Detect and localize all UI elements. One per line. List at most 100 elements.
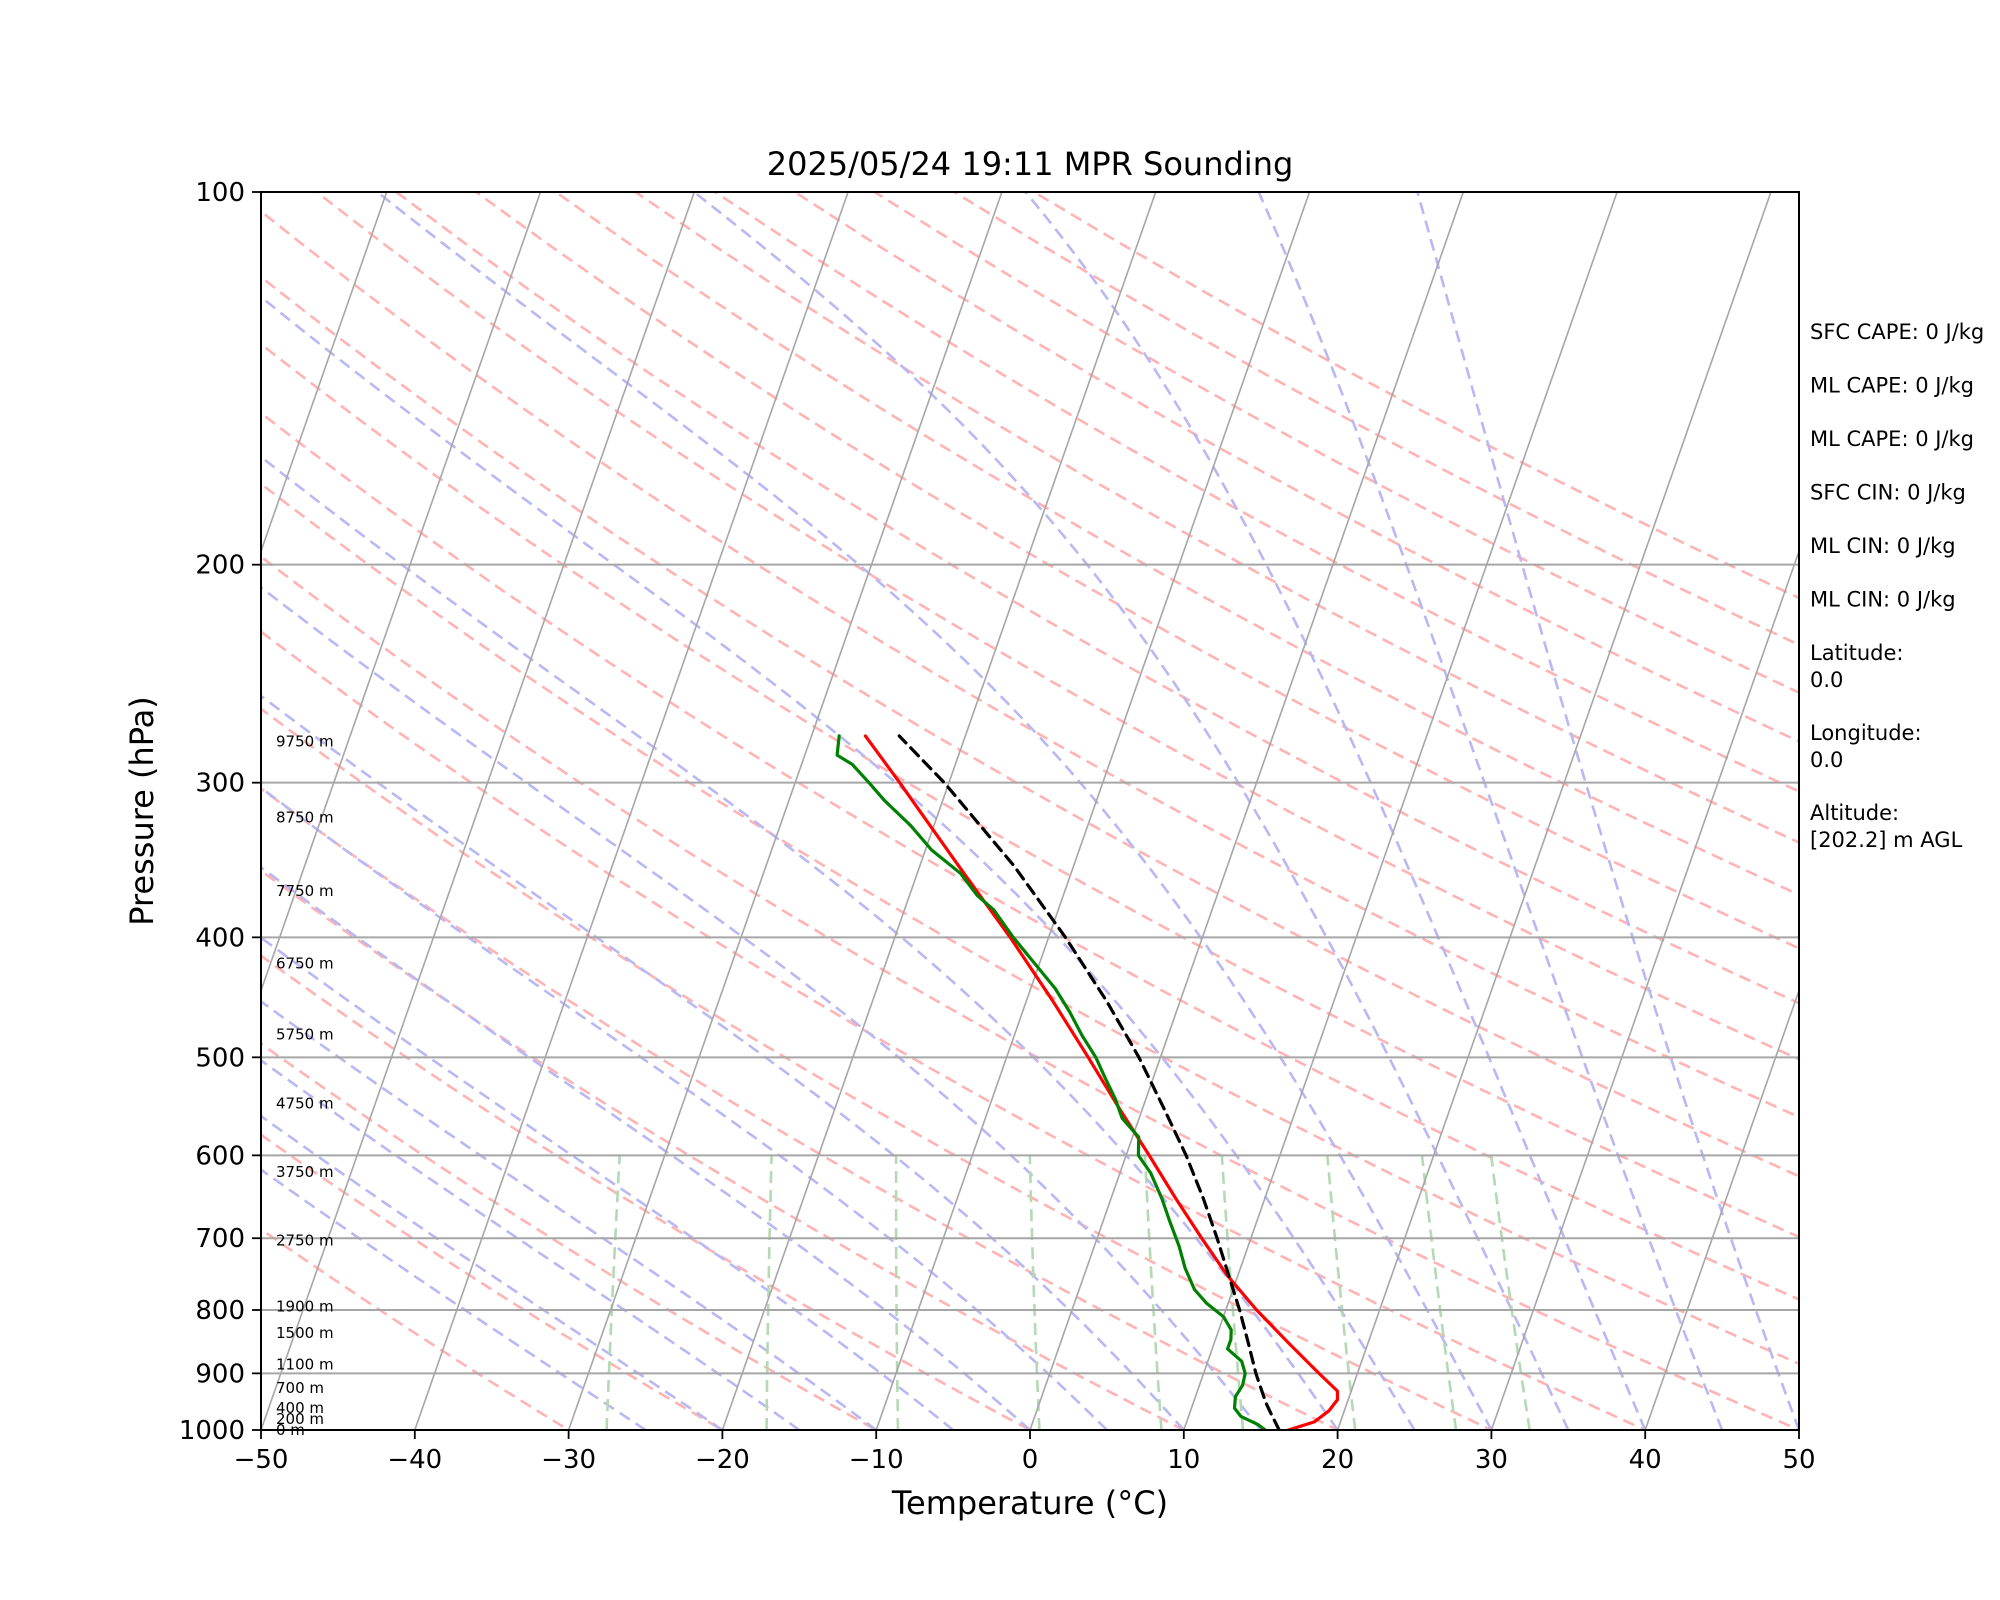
y-tick-label: 500 (195, 1043, 245, 1073)
dry-adiabats (261, 192, 1799, 1430)
dry-adiabat-line (261, 411, 1799, 1301)
dry-adiabat-line (872, 192, 1799, 694)
stat-label: ML CAPE: 0 J/kg (1810, 374, 1974, 398)
stat-value: 0.0 (1810, 748, 1843, 772)
dry-adiabat-line (314, 192, 1799, 1061)
moist-adiabat-line (261, 295, 1416, 1430)
x-tick-label: 10 (1167, 1445, 1200, 1475)
altitude-label: 1100 m (276, 1355, 334, 1373)
altitude-label: 7750 m (276, 882, 334, 900)
y-tick-label: 400 (195, 923, 245, 953)
isotherm-line (1182, 192, 1618, 1430)
y-tick-label: 200 (195, 551, 245, 581)
dry-adiabat-line (261, 1042, 879, 1430)
moist-adiabat-line (376, 192, 1493, 1430)
isotherm-line (261, 192, 542, 993)
y-tick-label: 1000 (179, 1416, 245, 1446)
dry-adiabat-line (633, 192, 1799, 844)
dry-adiabat-line (261, 482, 1799, 1366)
dry-adiabat-line (261, 954, 1033, 1430)
stat-label: Longitude: (1810, 721, 1922, 745)
dry-adiabat-line (473, 192, 1799, 950)
y-axis: 100 200 300 400 500 600 700 800 900 1000 (179, 178, 261, 1446)
altitude-labels: 9750 m 8750 m 7750 m 6750 m 5750 m 4750 m 3750… (276, 733, 334, 1439)
moist-adiabat-line (261, 694, 1185, 1430)
altitude-label: 3750 m (276, 1163, 334, 1181)
dewpoint-profile-line (835, 734, 1267, 1430)
dry-adiabat-line (261, 630, 1649, 1430)
altitude-label: 2750 m (276, 1232, 334, 1250)
isotherm-line (261, 192, 388, 554)
moist-adiabats (261, 192, 1799, 1430)
stat-label: Altitude: (1810, 801, 1899, 825)
y-tick-label: 700 (195, 1224, 245, 1254)
isotherm-line (875, 192, 1311, 1430)
x-tick-label: −40 (387, 1445, 442, 1475)
isotherm-line (1490, 548, 1799, 1430)
moist-adiabat-line (693, 192, 1570, 1430)
isotherm-line (1644, 988, 1799, 1430)
isotherm-line (413, 192, 849, 1430)
y-tick-label: 800 (195, 1296, 245, 1326)
moist-adiabat-line (1024, 192, 1647, 1430)
x-tick-label: 0 (1022, 1445, 1039, 1475)
stat-label: Latitude: (1810, 641, 1904, 665)
isobars (261, 563, 1799, 1375)
x-tick-label: −50 (234, 1445, 289, 1475)
dry-adiabat-line (261, 555, 1799, 1430)
x-tick-label: 30 (1475, 1445, 1508, 1475)
background-lines (261, 192, 1799, 1430)
altitude-label: 200 m (276, 1410, 324, 1428)
dry-adiabat-line (261, 1133, 726, 1430)
x-tick-label: 50 (1782, 1445, 1815, 1475)
stat-label: SFC CAPE: 0 J/kg (1810, 320, 1984, 344)
x-tick-label: −30 (541, 1445, 596, 1475)
x-tick-label: −10 (849, 1445, 904, 1475)
altitude-label: 1900 m (276, 1298, 334, 1316)
x-tick-label: −20 (695, 1445, 750, 1475)
isotherm-line (1336, 192, 1772, 1430)
stat-value: [202.2] m AGL (1810, 828, 1963, 852)
altitude-label: 400 m (276, 1399, 324, 1417)
altitude-label: 700 m (276, 1379, 324, 1397)
y-tick-label: 600 (195, 1141, 245, 1171)
y-tick-label: 300 (195, 769, 245, 799)
altitude-label: 1500 m (276, 1324, 334, 1342)
moist-adiabat-line (261, 865, 1031, 1430)
altitude-label: 5750 m (276, 1025, 334, 1043)
moist-adiabat-line (261, 1168, 647, 1430)
altitude-label: 6750 m (276, 955, 334, 973)
dry-adiabat-line (792, 192, 1799, 743)
y-tick-label: 100 (195, 178, 245, 208)
parcel-profile-line (897, 734, 1281, 1430)
moist-adiabat-line (1416, 192, 1799, 1430)
isotherms (261, 192, 1799, 1430)
dry-adiabat-line (261, 275, 1799, 1178)
altitude-label: 8750 m (276, 808, 334, 826)
isotherm-line (261, 192, 696, 1430)
stat-label: SFC CIN: 0 J/kg (1810, 481, 1966, 505)
y-axis-label: Pressure (hPa) (123, 696, 161, 926)
moist-adiabat-line (1257, 192, 1724, 1430)
stat-label: ML CAPE: 0 J/kg (1810, 427, 1974, 451)
moist-adiabat-line (261, 585, 1262, 1430)
moist-adiabat-line (261, 1114, 724, 1430)
altitude-label: 0 m (276, 1421, 305, 1439)
chart-title: 2025/05/24 19:11 MPR Sounding (767, 145, 1294, 183)
temperature-profile-line (863, 734, 1340, 1430)
x-tick-label: 40 (1629, 1445, 1662, 1475)
moist-adiabat-line (261, 1058, 801, 1430)
moist-adiabat-line (261, 455, 1339, 1430)
y-tick-label: 900 (195, 1359, 245, 1389)
sounding-stats: SFC CAPE: 0 J/kg ML CAPE: 0 J/kg ML CAPE: … (1810, 320, 1984, 852)
x-axis-label: Temperature (°C) (891, 1484, 1168, 1522)
x-tick-label: 20 (1321, 1445, 1354, 1475)
dry-adiabat-line (261, 786, 1341, 1430)
x-axis: −50 −40 −30 −20 −10 0 10 20 30 40 50 (234, 1430, 1816, 1475)
stat-label: ML CIN: 0 J/kg (1810, 588, 1956, 612)
altitude-label: 4750 m (276, 1095, 334, 1113)
stat-value: 0.0 (1810, 668, 1843, 692)
isotherm-line (1029, 192, 1465, 1430)
stat-label: ML CIN: 0 J/kg (1810, 534, 1956, 558)
